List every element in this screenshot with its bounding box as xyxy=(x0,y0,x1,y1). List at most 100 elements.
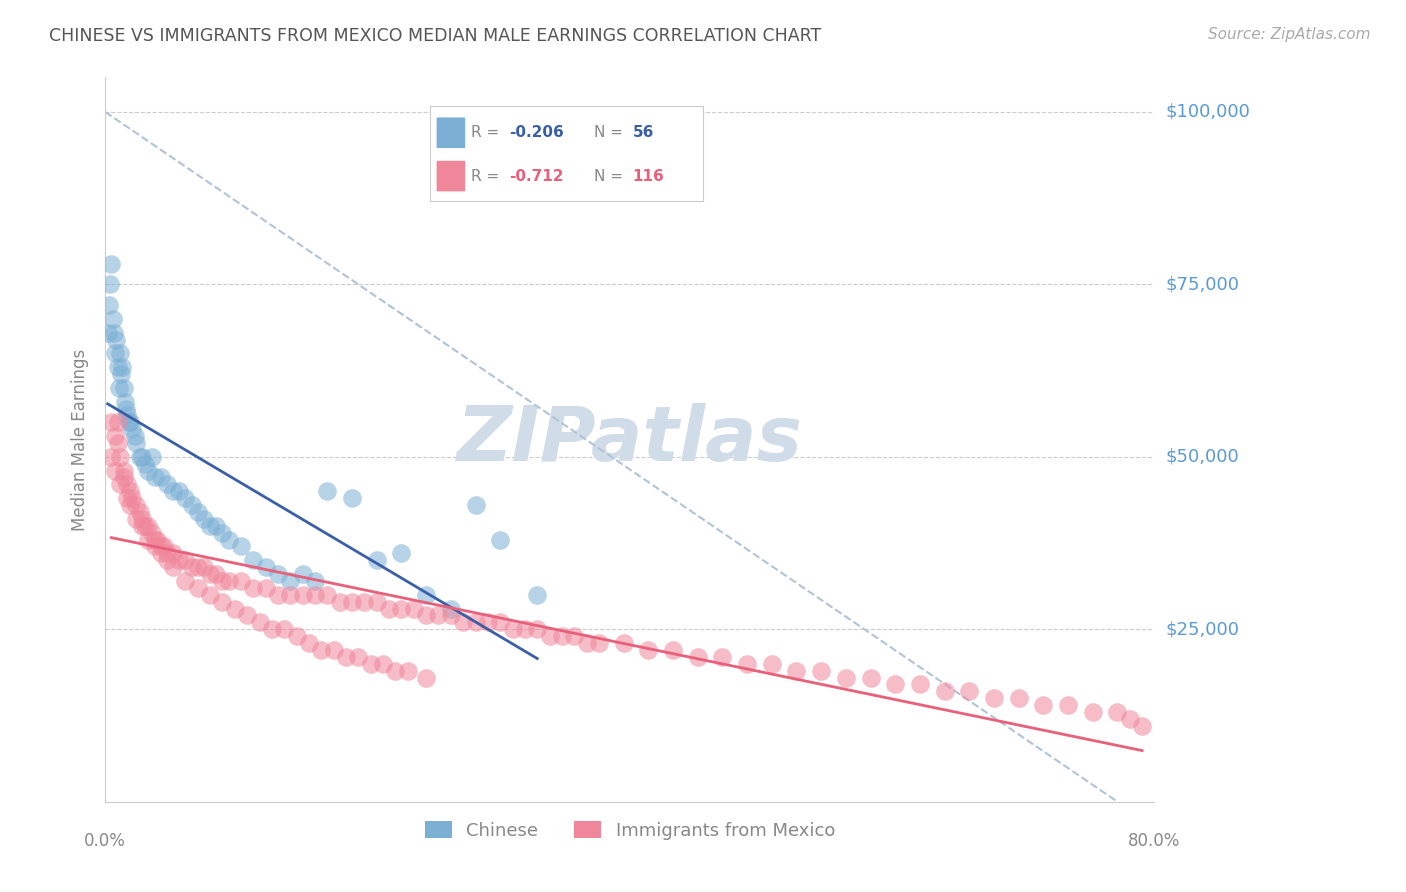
Point xyxy=(143,533,166,547)
Point xyxy=(335,649,357,664)
Point xyxy=(242,581,264,595)
Point xyxy=(291,588,314,602)
Point xyxy=(513,622,536,636)
Point xyxy=(149,546,172,560)
Legend: Chinese, Immigrants from Mexico: Chinese, Immigrants from Mexico xyxy=(418,814,842,847)
Point xyxy=(309,643,332,657)
Point xyxy=(329,595,352,609)
Point xyxy=(260,622,283,636)
Point xyxy=(859,671,882,685)
Point xyxy=(415,588,437,602)
Text: 0.0%: 0.0% xyxy=(84,832,127,850)
Point xyxy=(427,608,450,623)
Text: $25,000: $25,000 xyxy=(1166,620,1240,639)
Text: $50,000: $50,000 xyxy=(1166,448,1239,466)
Point xyxy=(254,560,277,574)
Point xyxy=(211,595,233,609)
Point xyxy=(761,657,783,671)
Point xyxy=(298,636,321,650)
Point xyxy=(180,498,202,512)
Point xyxy=(1032,698,1054,712)
Point xyxy=(835,671,858,685)
Point xyxy=(1057,698,1080,712)
Point xyxy=(146,533,169,547)
Text: ZIPatlas: ZIPatlas xyxy=(457,402,803,476)
Point xyxy=(1130,719,1153,733)
Point xyxy=(211,574,233,588)
Point xyxy=(141,525,163,540)
Point xyxy=(187,581,209,595)
Point xyxy=(686,649,709,664)
Point xyxy=(121,422,143,436)
Point xyxy=(983,691,1005,706)
Point xyxy=(957,684,980,698)
Point xyxy=(174,574,197,588)
Point xyxy=(107,381,129,395)
Point xyxy=(316,484,339,499)
Point xyxy=(229,540,252,554)
Point xyxy=(236,608,259,623)
Point xyxy=(391,601,413,615)
Point xyxy=(104,346,127,360)
Point xyxy=(125,512,148,526)
Point xyxy=(108,450,131,464)
Point xyxy=(785,664,807,678)
Point xyxy=(138,464,160,478)
Point xyxy=(502,622,524,636)
Point xyxy=(489,533,512,547)
Point xyxy=(104,464,127,478)
Point xyxy=(149,540,172,554)
Point xyxy=(153,540,176,554)
Point xyxy=(169,484,191,499)
Point xyxy=(138,518,160,533)
Point xyxy=(575,636,598,650)
Point xyxy=(526,622,548,636)
Point xyxy=(162,546,184,560)
Point xyxy=(322,643,344,657)
Point xyxy=(242,553,264,567)
Point xyxy=(538,629,561,643)
Point xyxy=(156,553,179,567)
Point xyxy=(391,546,413,560)
Point xyxy=(103,326,125,340)
Point xyxy=(105,333,128,347)
Point xyxy=(218,574,240,588)
Text: $75,000: $75,000 xyxy=(1166,276,1240,293)
Point xyxy=(156,546,179,560)
Point xyxy=(280,588,302,602)
Point xyxy=(101,311,124,326)
Point xyxy=(249,615,271,630)
Point xyxy=(205,567,228,582)
Point xyxy=(280,574,302,588)
Y-axis label: Median Male Earnings: Median Male Earnings xyxy=(72,349,89,531)
Point xyxy=(378,601,401,615)
Point xyxy=(396,664,419,678)
Point xyxy=(124,429,146,443)
Point xyxy=(143,470,166,484)
Point xyxy=(104,429,127,443)
Point xyxy=(125,436,148,450)
Text: CHINESE VS IMMIGRANTS FROM MEXICO MEDIAN MALE EARNINGS CORRELATION CHART: CHINESE VS IMMIGRANTS FROM MEXICO MEDIAN… xyxy=(49,27,821,45)
Point xyxy=(662,643,685,657)
Point xyxy=(464,498,486,512)
Point xyxy=(112,470,135,484)
Point xyxy=(162,560,184,574)
Point xyxy=(366,553,388,567)
Point xyxy=(267,567,290,582)
Text: 80.0%: 80.0% xyxy=(1128,832,1181,850)
Point xyxy=(198,567,221,582)
Point xyxy=(97,298,120,312)
Point xyxy=(115,401,138,416)
Point xyxy=(526,588,548,602)
Point xyxy=(118,498,141,512)
Point xyxy=(107,415,129,429)
Point xyxy=(273,622,295,636)
Point xyxy=(384,664,406,678)
Point xyxy=(464,615,486,630)
Point xyxy=(143,540,166,554)
Point xyxy=(711,649,734,664)
Point xyxy=(118,415,141,429)
Point xyxy=(134,457,156,471)
Point xyxy=(451,615,474,630)
Point xyxy=(187,505,209,519)
